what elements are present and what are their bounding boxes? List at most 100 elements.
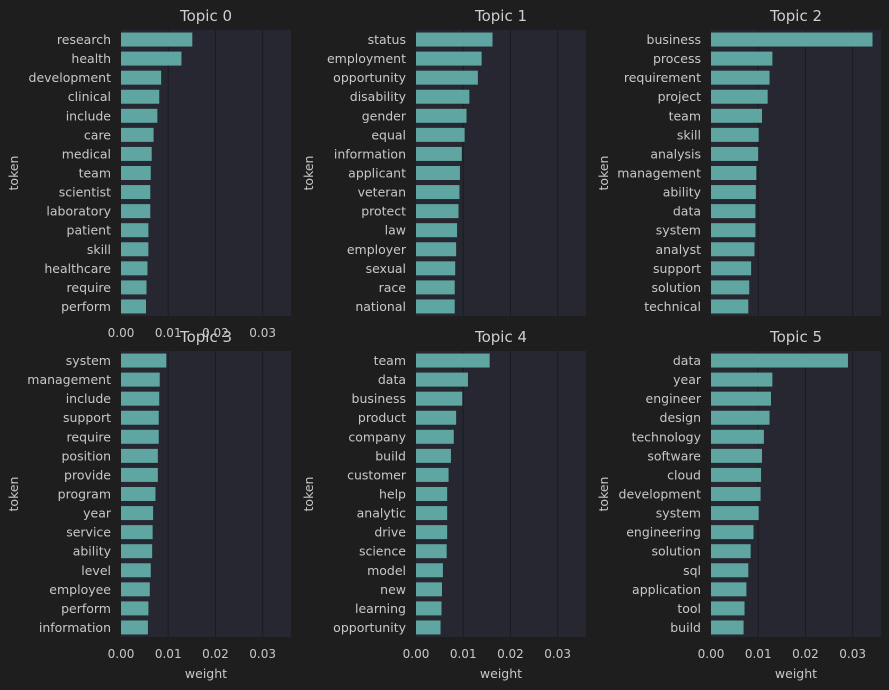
x-tick-label: 0.03	[544, 647, 571, 661]
category-label: system	[656, 506, 701, 521]
category-label: care	[84, 127, 111, 142]
category-label: software	[647, 448, 701, 463]
category-label: solution	[652, 280, 702, 295]
bar-team	[416, 353, 490, 368]
subplot-title: Topic 5	[769, 328, 822, 346]
bar-employment	[416, 51, 482, 66]
bar-information	[416, 146, 462, 161]
category-label: team	[79, 166, 111, 181]
subplot-title: Topic 4	[474, 328, 527, 346]
bar-ability	[711, 185, 756, 200]
category-label: veteran	[358, 185, 406, 200]
bar-development	[711, 487, 761, 501]
bar-require	[121, 280, 147, 295]
bar-include	[121, 391, 160, 406]
x-axis-label: weight	[480, 666, 522, 681]
y-axis-label: token	[301, 156, 316, 191]
x-tick-label: 0.01	[155, 647, 182, 661]
bar-solution	[711, 544, 751, 559]
bar-employee	[121, 582, 150, 597]
bar-skill	[711, 127, 759, 142]
category-label: protect	[361, 204, 406, 219]
x-tick-label: 0.02	[202, 326, 229, 340]
category-label: ability	[73, 544, 112, 559]
subplot-title: Topic 3	[179, 328, 232, 346]
bar-laboratory	[121, 204, 151, 219]
x-axis-label: weight	[185, 666, 227, 681]
category-label: ability	[663, 185, 702, 200]
category-label: health	[71, 51, 111, 66]
bar-product	[416, 410, 457, 425]
category-label: requirement	[624, 70, 701, 85]
bar-engineer	[711, 391, 771, 406]
category-label: status	[368, 32, 406, 47]
y-axis-label: token	[301, 477, 316, 512]
bar-health	[121, 51, 182, 66]
category-label: perform	[61, 299, 111, 314]
category-label: race	[379, 280, 407, 295]
bar-system	[121, 353, 167, 368]
category-label: tool	[677, 601, 701, 616]
bar-application	[711, 582, 747, 597]
category-label: patient	[67, 223, 112, 238]
category-label: system	[66, 353, 111, 368]
bar-provide	[121, 467, 158, 482]
bar-status	[416, 32, 493, 47]
subplot-topic-3: system management include support require pos…	[6, 328, 291, 681]
x-tick-label: 0.00	[403, 647, 430, 661]
category-label: design	[660, 410, 701, 425]
bar-system	[711, 223, 756, 238]
subplot-topic-0: research health development clinical include…	[6, 7, 291, 340]
category-label: model	[367, 563, 406, 578]
bar-support	[711, 261, 752, 276]
category-label: gender	[362, 108, 407, 123]
category-label: position	[61, 448, 111, 463]
bar-team	[711, 108, 762, 123]
bar-new	[416, 582, 442, 597]
category-label: system	[656, 223, 701, 238]
category-label: clinical	[68, 89, 111, 104]
x-tick-label: 0.02	[792, 647, 819, 661]
bar-patient	[121, 223, 149, 238]
bar-technology	[711, 429, 764, 444]
bar-care	[121, 127, 154, 142]
bar-service	[121, 525, 153, 540]
bar-race	[416, 280, 455, 295]
category-label: information	[39, 620, 111, 635]
bar-program	[121, 487, 156, 501]
category-label: information	[334, 146, 406, 161]
bar-solution	[711, 280, 750, 295]
category-label: employer	[347, 242, 407, 257]
category-label: product	[358, 410, 406, 425]
category-label: build	[670, 620, 701, 635]
category-label: disability	[350, 89, 407, 104]
subplot-title: Topic 0	[179, 7, 232, 25]
category-label: solution	[652, 544, 702, 559]
category-label: engineer	[646, 391, 702, 406]
x-tick-label: 0.02	[497, 647, 524, 661]
bar-software	[711, 448, 762, 463]
bar-require	[121, 429, 159, 444]
category-label: year	[83, 506, 112, 521]
subplot-title: Topic 1	[474, 7, 527, 25]
bar-data	[416, 372, 468, 387]
bar-opportunity	[416, 70, 478, 85]
category-label: analysis	[650, 146, 701, 161]
category-label: service	[66, 525, 111, 540]
category-label: analytic	[357, 506, 406, 521]
x-tick-label: 0.01	[155, 326, 182, 340]
bar-research	[121, 32, 193, 47]
bar-protect	[416, 204, 459, 219]
y-axis-label: token	[6, 156, 21, 191]
bar-employer	[416, 242, 457, 257]
category-label: business	[352, 391, 406, 406]
category-label: program	[58, 487, 111, 502]
bar-management	[121, 372, 160, 387]
category-label: data	[673, 353, 701, 368]
category-label: applicant	[348, 166, 406, 181]
category-label: laboratory	[46, 204, 111, 219]
bar-position	[121, 448, 158, 463]
bar-help	[416, 487, 448, 501]
category-label: opportunity	[333, 70, 406, 85]
bar-model	[416, 563, 443, 578]
